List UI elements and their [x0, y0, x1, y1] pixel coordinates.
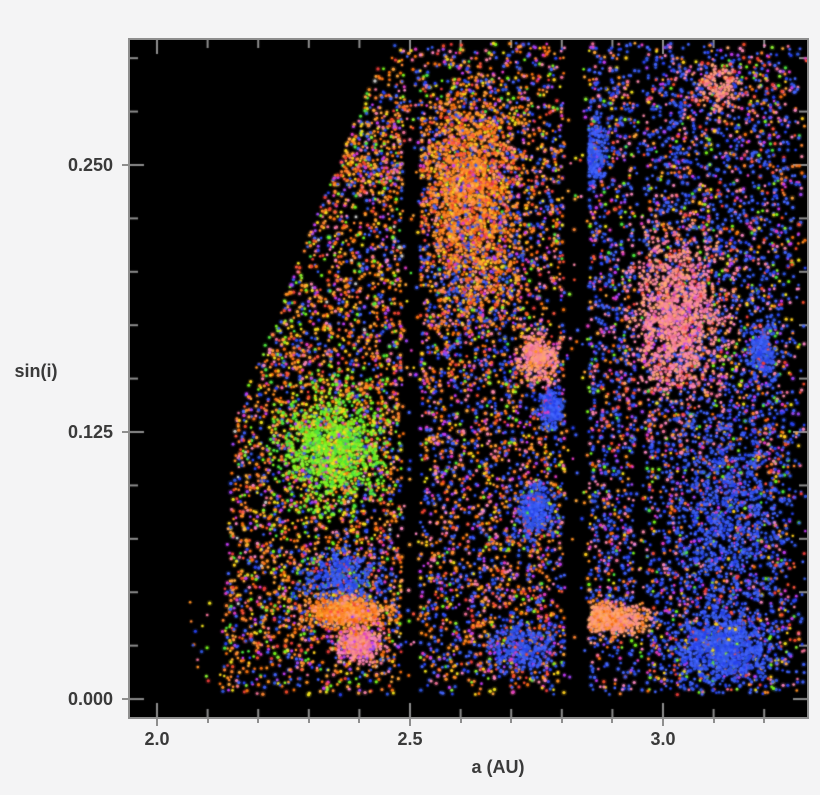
x-outward-tick	[560, 719, 563, 723]
y-tick-label: 0.250	[67, 154, 113, 175]
y-tick-label: 0.000	[67, 689, 113, 710]
x-outward-tick	[763, 719, 766, 723]
y-outward-tick	[122, 163, 128, 166]
x-outward-tick	[459, 719, 462, 723]
x-tick-label: 2.5	[397, 729, 423, 749]
x-outward-tick	[409, 719, 411, 726]
x-outward-tick	[307, 719, 310, 723]
x-outward-tick	[510, 719, 513, 723]
x-axis-title: a (AU)	[471, 757, 525, 777]
y-outward-tick	[122, 431, 128, 433]
scatter-canvas	[130, 40, 807, 717]
x-outward-tick	[661, 719, 664, 726]
y-tick-label: 0.125	[67, 422, 113, 442]
x-outward-tick	[712, 719, 715, 723]
x-tick-label: 3.0	[650, 729, 676, 749]
plot-area	[128, 38, 809, 719]
y-outward-tick	[122, 698, 128, 701]
x-outward-tick	[358, 719, 361, 723]
x-outward-tick	[611, 719, 614, 723]
x-tick-label: 2.0	[144, 729, 170, 749]
x-outward-tick	[156, 719, 159, 726]
x-outward-tick	[206, 719, 209, 723]
y-axis-title: sin(i)	[14, 361, 58, 381]
x-outward-tick	[257, 719, 260, 723]
